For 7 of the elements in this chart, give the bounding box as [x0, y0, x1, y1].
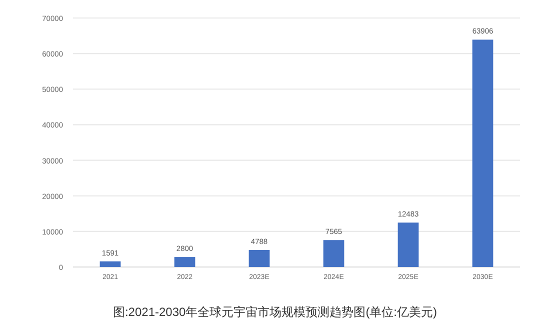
bar: [248, 250, 270, 267]
bar: [100, 261, 121, 267]
text: 图:2021-2030年全球元宇宙市场规模预测趋势图(单位:亿美元): [112, 305, 438, 319]
bar: [472, 40, 494, 267]
bar: [174, 257, 196, 267]
bar: [323, 240, 344, 267]
bar: [398, 222, 419, 267]
